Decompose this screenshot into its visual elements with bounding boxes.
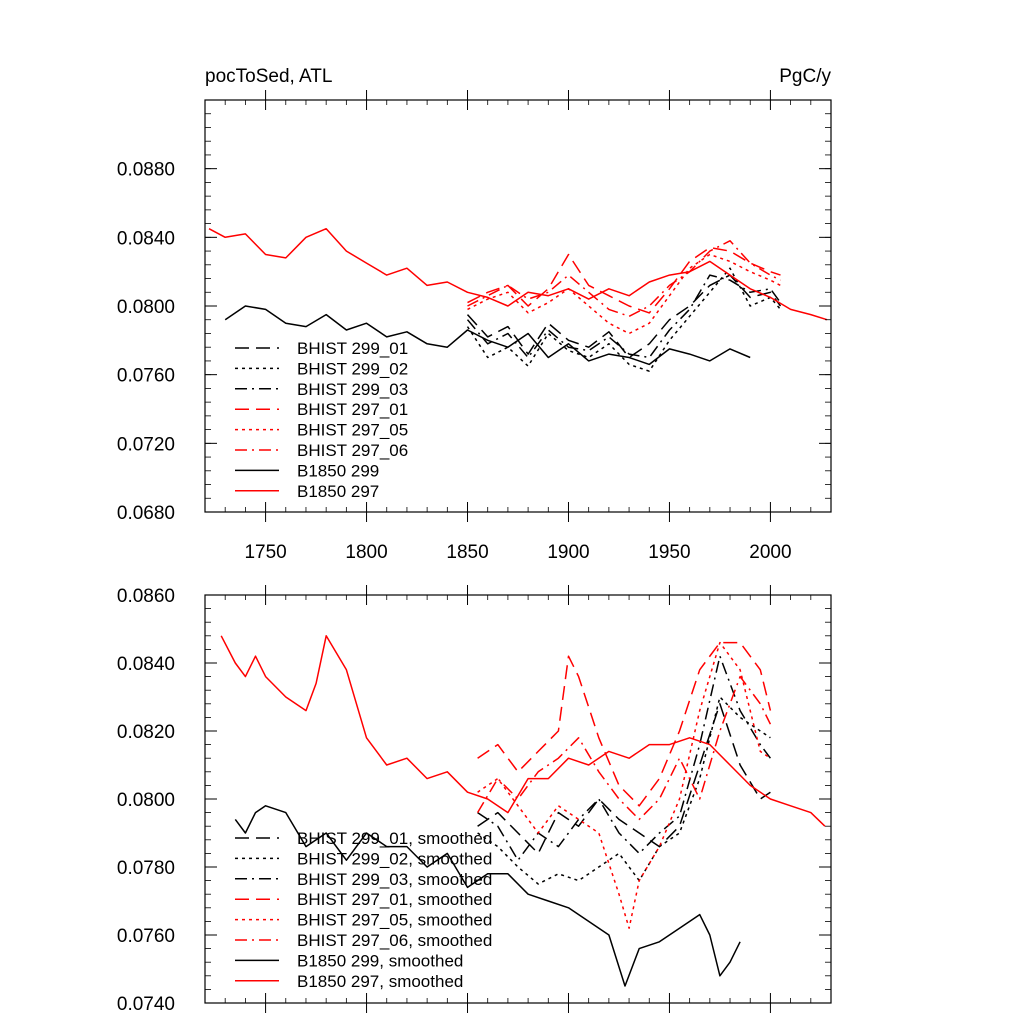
legend-label: BHIST 299_01 (297, 339, 408, 358)
y-tick-label: 0.0840 (117, 654, 175, 675)
series-line-bhist-297-06 (467, 240, 781, 318)
x-tick-label: 1850 (446, 542, 488, 563)
series-group (208, 227, 828, 372)
y-tick-label: 0.0740 (117, 994, 175, 1015)
legend-label: B1850 297, smoothed (297, 972, 463, 991)
y-tick-label: 0.0800 (117, 297, 175, 318)
series-line-bhist-297-05-smoothed (477, 641, 771, 929)
legend-label: B1850 299, smoothed (297, 951, 463, 970)
series-line-bhist-299-03 (466, 274, 782, 359)
series-line-bhist-299-01 (466, 274, 782, 359)
x-tick-label: 2000 (749, 542, 791, 563)
series-line-bhist-299-01-smoothed (477, 703, 771, 855)
legend-label: B1850 299 (297, 461, 379, 480)
x-tick-label: 1800 (345, 542, 387, 563)
legend-label: BHIST 297_05, smoothed (297, 911, 492, 930)
chart-title-left: pocToSed, ATL (205, 66, 332, 87)
series-line-b1850-299 (224, 305, 751, 366)
series-line-b1850-299-smoothed (234, 805, 741, 987)
y-tick-label: 0.0720 (117, 434, 175, 455)
series-line-bhist-299-02 (466, 267, 782, 372)
x-tick-label: 1750 (244, 542, 286, 563)
y-tick-label: 0.0820 (117, 722, 175, 743)
series-group (220, 635, 826, 987)
bottom-panel: 0.0740 0.0760 0.0780 0.0800 0.0820 0.0840 0.08… (117, 585, 832, 1015)
legend-label: BHIST 299_01, smoothed (297, 829, 492, 848)
series-line-bhist-297-01-smoothed (477, 641, 772, 807)
series-line-bhist-297-01 (467, 246, 781, 314)
x-tick-label: 1900 (547, 542, 589, 563)
y-tick-label: 0.0680 (117, 503, 175, 524)
legend-label: BHIST 297_06 (297, 441, 408, 460)
series-line-bhist-299-02-smoothed (477, 696, 771, 885)
series-line-b1850-297 (208, 227, 828, 321)
legend-label: BHIST 297_05 (297, 421, 408, 440)
legend-label: B1850 297 (297, 482, 379, 501)
legend-label: BHIST 299_03 (297, 380, 408, 399)
y-tick-label: 0.0880 (117, 160, 175, 181)
series-line-bhist-297-05 (467, 253, 781, 335)
y-tick-label: 0.0800 (117, 790, 175, 811)
chart-title-right: PgC/y (779, 66, 831, 87)
series-line-bhist-297-06-smoothed (476, 675, 772, 821)
legend-label: BHIST 299_02 (297, 359, 408, 378)
legend-label: BHIST 297_01 (297, 400, 408, 419)
series-line-b1850-297-smoothed (220, 635, 826, 827)
top-panel: 1750 1800 1850 1900 1950 2000 0.0680 0.0720 0.07… (117, 66, 832, 563)
y-tick-label: 0.0760 (117, 926, 175, 947)
legend-label: BHIST 299_02, smoothed (297, 849, 492, 868)
y-tick-label: 0.0780 (117, 858, 175, 879)
legend-label: BHIST 299_03, smoothed (297, 870, 492, 889)
legend-label: BHIST 297_01, smoothed (297, 890, 492, 909)
series-line-bhist-299-03-smoothed (477, 655, 772, 861)
y-tick-label: 0.0840 (117, 228, 175, 249)
x-tick-label: 1950 (648, 542, 690, 563)
legend-label: BHIST 297_06, smoothed (297, 931, 492, 950)
y-tick-label: 0.0760 (117, 366, 175, 387)
y-tick-label: 0.0860 (117, 586, 175, 607)
